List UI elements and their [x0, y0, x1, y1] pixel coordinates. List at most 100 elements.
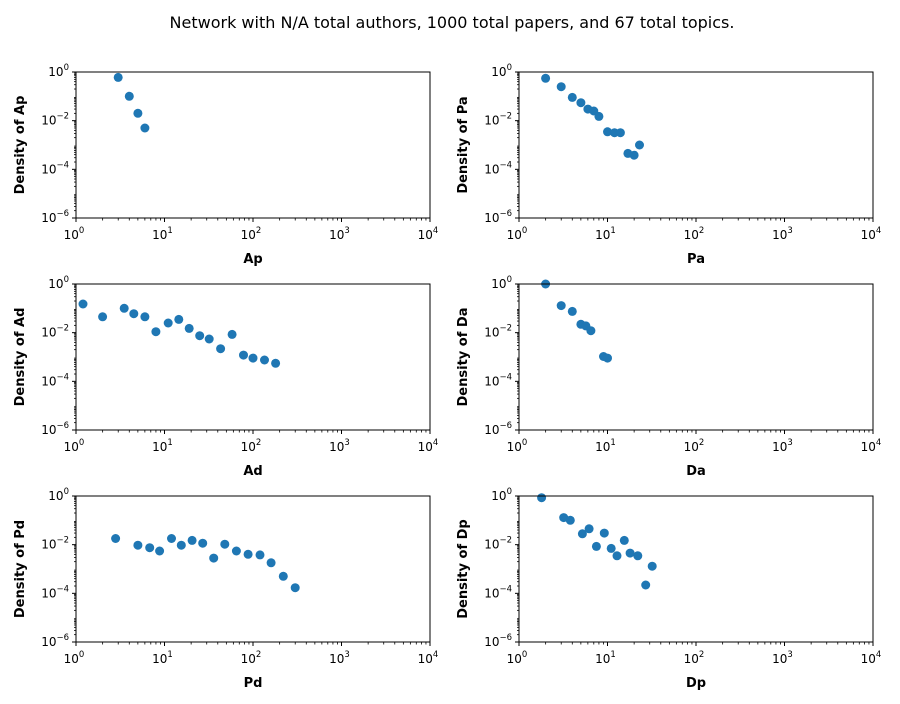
y-tick-label: 10−4 [41, 372, 69, 388]
data-point [278, 571, 288, 581]
data-point [151, 327, 161, 337]
x-axis-label: Pa [687, 252, 705, 267]
x-tick-label: 103 [329, 438, 350, 454]
data-point [98, 312, 108, 322]
data-point [248, 353, 258, 363]
data-point [176, 540, 186, 550]
data-point [239, 350, 248, 360]
y-tick-label: 10−6 [41, 633, 69, 649]
x-tick-label: 104 [861, 226, 882, 242]
x-tick-label: 102 [241, 438, 262, 454]
data-point [227, 329, 237, 339]
data-point [260, 355, 269, 365]
data-point [204, 334, 214, 344]
data-point [111, 534, 121, 543]
data-point [163, 318, 173, 328]
y-tick-label: 100 [48, 487, 69, 503]
y-axis-label: Density of Pd [13, 520, 28, 618]
y-axis-label: Density of Ad [13, 308, 28, 407]
data-point [576, 98, 586, 108]
data-point [619, 535, 629, 545]
axes-frame [75, 283, 431, 431]
y-tick-label: 10−2 [484, 112, 512, 128]
data-point [541, 73, 551, 83]
x-tick-label: 101 [595, 650, 616, 666]
y-axis-label: Density of Dp [456, 519, 471, 618]
y-tick-label: 10−4 [484, 372, 512, 388]
axes-frame [75, 495, 431, 643]
data-point [567, 306, 577, 316]
data-point [556, 301, 566, 311]
x-axis-label: Pd [244, 676, 263, 691]
x-tick-label: 102 [684, 226, 705, 242]
x-tick-label: 100 [64, 438, 85, 454]
x-tick-label: 103 [329, 226, 350, 242]
data-point [625, 548, 635, 558]
data-point [140, 312, 150, 322]
data-point [567, 92, 577, 102]
data-point [586, 326, 596, 336]
x-tick-label: 104 [861, 438, 882, 454]
data-point [209, 553, 219, 563]
figure-title: Network with N/A total authors, 1000 tot… [170, 13, 735, 32]
data-point [591, 541, 601, 551]
data-point [612, 551, 622, 561]
y-tick-label: 10−2 [484, 324, 512, 340]
x-tick-label: 103 [772, 438, 793, 454]
data-point [606, 543, 616, 553]
data-point [629, 150, 639, 160]
data-point [565, 515, 575, 525]
data-point [647, 561, 657, 571]
data-point [243, 549, 253, 559]
x-tick-label: 103 [329, 650, 350, 666]
data-point [615, 128, 625, 138]
x-tick-label: 100 [64, 650, 85, 666]
x-tick-label: 104 [861, 650, 882, 666]
x-tick-label: 104 [418, 438, 439, 454]
axes-frame [518, 283, 874, 431]
x-tick-label: 104 [418, 226, 439, 242]
y-tick-label: 10−4 [484, 160, 512, 176]
data-point [119, 303, 129, 313]
data-point [78, 299, 88, 309]
y-tick-label: 10−2 [41, 112, 69, 128]
x-tick-label: 102 [684, 650, 705, 666]
data-point [198, 538, 208, 548]
data-point [133, 540, 143, 550]
x-axis-label: Dp [686, 676, 706, 691]
data-point [603, 353, 612, 363]
y-tick-label: 100 [491, 487, 512, 503]
axes-frame [75, 71, 431, 219]
y-tick-label: 10−2 [41, 324, 69, 340]
x-tick-label: 100 [507, 226, 528, 242]
data-point [556, 82, 566, 92]
x-tick-label: 104 [418, 650, 439, 666]
y-tick-label: 10−4 [484, 584, 512, 600]
x-tick-label: 103 [772, 226, 793, 242]
y-tick-label: 100 [491, 275, 512, 291]
data-point [167, 534, 176, 543]
x-tick-label: 102 [241, 650, 262, 666]
x-tick-label: 101 [152, 226, 173, 242]
data-point [255, 550, 265, 560]
x-axis-label: Ap [243, 252, 262, 267]
subplot-pd: 100 101 102 103 104 10−6 10−4 10−2 100 Pd Density … [13, 487, 438, 691]
data-point [124, 91, 134, 101]
y-tick-label: 10−6 [484, 633, 512, 649]
y-tick-label: 10−4 [41, 584, 69, 600]
y-axis-label: Density of Ap [13, 96, 28, 195]
y-tick-label: 10−6 [484, 209, 512, 225]
data-point [599, 528, 609, 538]
data-point [133, 108, 143, 118]
data-point [216, 344, 226, 354]
y-tick-label: 10−6 [41, 421, 69, 437]
subplot-da: 100 101 102 103 104 10−6 10−4 10−2 100 Da Density … [456, 275, 881, 479]
x-axis-label: Ad [243, 464, 262, 479]
x-tick-label: 102 [684, 438, 705, 454]
y-tick-label: 10−6 [41, 209, 69, 225]
data-point [195, 331, 205, 341]
subplot-ad: 100 101 102 103 104 10−6 10−4 10−2 100 Ad Density … [13, 275, 438, 479]
subplot-ap: 100 101 102 103 104 10−6 10−4 10−2 100 Ap Density … [13, 63, 438, 267]
data-point [184, 323, 194, 333]
